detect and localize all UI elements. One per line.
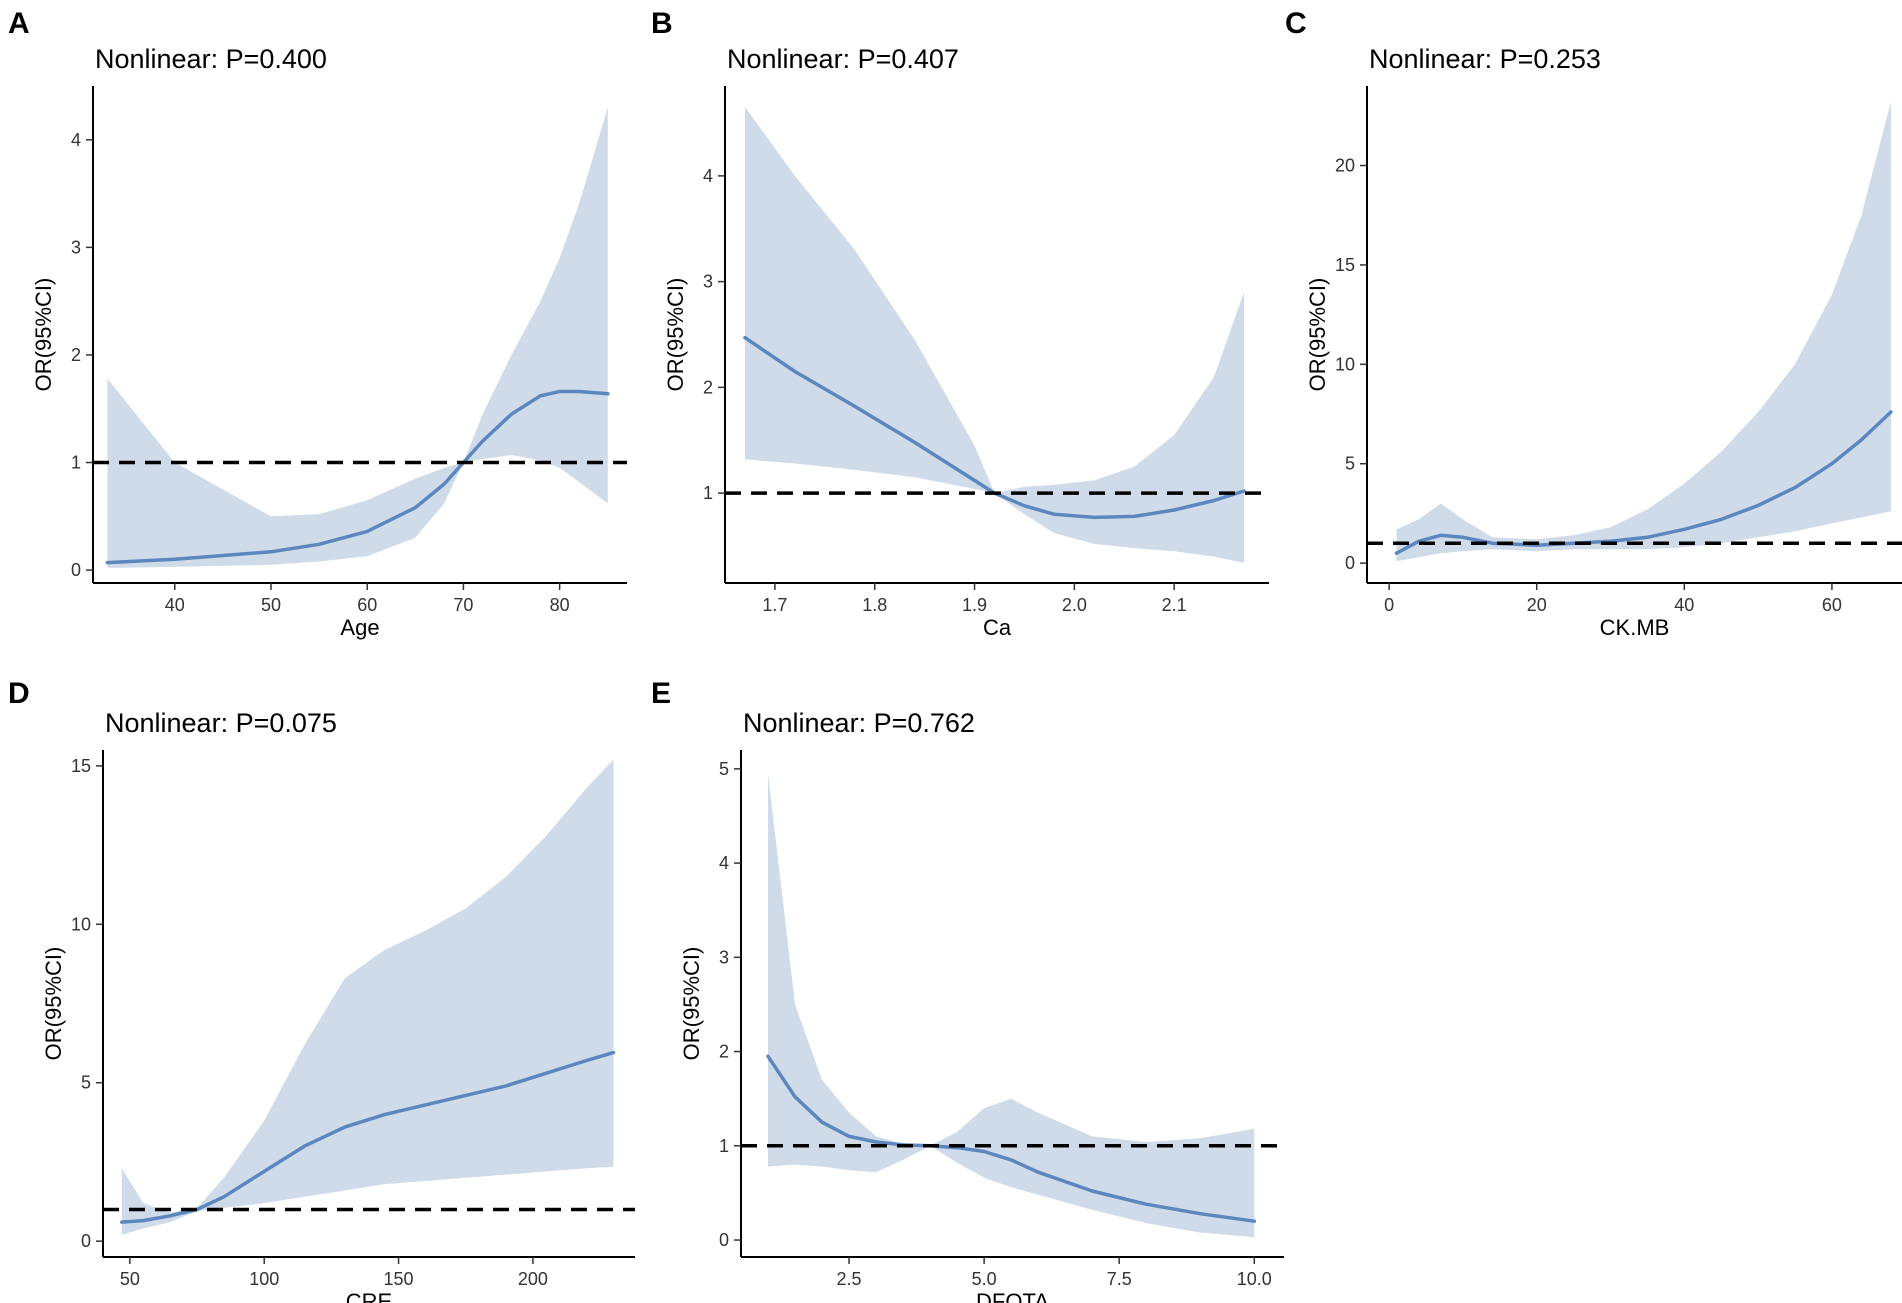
y-tick-label: 0	[81, 1231, 91, 1251]
y-tick-label: 1	[719, 1136, 729, 1156]
y-axis-label: OR(95%CI)	[41, 947, 66, 1061]
y-tick-label: 2	[71, 345, 81, 365]
x-axis-label: Age	[340, 615, 379, 640]
y-tick-label: 0	[719, 1230, 729, 1250]
x-tick-label: 200	[518, 1269, 548, 1289]
y-tick-label: 5	[719, 759, 729, 779]
y-tick-label: 4	[719, 853, 729, 873]
ci-band	[768, 773, 1255, 1238]
y-tick-label: 5	[1345, 454, 1355, 474]
x-tick-label: 70	[453, 595, 473, 615]
x-tick-label: 2.0	[1062, 595, 1087, 615]
y-tick-label: 0	[71, 560, 81, 580]
x-tick-label: 50	[261, 595, 281, 615]
panel-title: Nonlinear: P=0.400	[95, 44, 327, 74]
y-axis-label: OR(95%CI)	[31, 278, 56, 392]
y-tick-label: 2	[703, 377, 713, 397]
fit-line	[105, 389, 610, 565]
x-tick-label: 2.1	[1162, 595, 1187, 615]
y-tick-label: 10	[71, 914, 91, 934]
panel-c: C Nonlinear: P=0.253 0 20 40 60 0 5 10 15 20 CK.M…	[1285, 7, 1902, 640]
ci-band	[121, 759, 614, 1235]
x-axis-label: DFOTA	[976, 1289, 1049, 1303]
panel-e: E Nonlinear: P=0.762 2.5 5.0 7.5 10.0 0 1 2 3 4 5…	[651, 677, 1284, 1303]
x-tick-label: 1.8	[862, 595, 887, 615]
ci-band	[745, 107, 1244, 563]
fit-line	[1394, 410, 1893, 555]
panel-letter: C	[1285, 7, 1307, 40]
x-tick-label: 7.5	[1107, 1269, 1132, 1289]
y-tick-label: 4	[71, 130, 81, 150]
y-tick-label: 15	[1335, 255, 1355, 275]
panel-title: Nonlinear: P=0.407	[727, 44, 959, 74]
x-tick-label: 150	[384, 1269, 414, 1289]
y-tick-label: 3	[719, 947, 729, 967]
y-tick-label: 2	[719, 1042, 729, 1062]
panel-letter: A	[8, 7, 30, 40]
y-tick-label: 5	[81, 1073, 91, 1093]
x-tick-label: 1.7	[762, 595, 787, 615]
y-tick-label: 0	[1345, 553, 1355, 573]
y-tick-label: 10	[1335, 354, 1355, 374]
panel-letter: E	[651, 677, 671, 710]
y-axis-label: OR(95%CI)	[679, 947, 704, 1061]
panel-d: D Nonlinear: P=0.075 50 100 150 200 0 5 10 15 CR…	[8, 677, 635, 1303]
x-tick-label: 40	[1674, 595, 1694, 615]
fit-line	[120, 1050, 616, 1224]
x-tick-label: 5.0	[972, 1269, 997, 1289]
x-tick-label: 80	[550, 595, 570, 615]
y-tick-label: 4	[703, 166, 713, 186]
panel-b: B Nonlinear: P=0.407 1.7 1.8 1.9 2.0 2.1 1 2 3 4…	[651, 7, 1269, 640]
x-tick-label: 50	[120, 1269, 140, 1289]
fit-line	[766, 1054, 1257, 1223]
x-tick-label: 20	[1527, 595, 1547, 615]
y-tick-label: 20	[1335, 156, 1355, 176]
ci-band	[107, 107, 608, 568]
y-tick-label: 1	[71, 453, 81, 473]
fit-line	[743, 335, 1246, 520]
y-tick-label: 3	[703, 272, 713, 292]
x-tick-label: 40	[165, 595, 185, 615]
y-tick-label: 1	[703, 483, 713, 503]
y-axis-label: OR(95%CI)	[1305, 278, 1330, 392]
x-tick-label: 1.9	[962, 595, 987, 615]
panel-a: A Nonlinear: P=0.400 40 50 60 70 80 0 1 2 3 4 Age O…	[8, 7, 627, 640]
x-tick-label: 60	[357, 595, 377, 615]
x-tick-label: 60	[1822, 595, 1842, 615]
y-axis-label: OR(95%CI)	[663, 278, 688, 392]
ci-band	[1396, 101, 1891, 562]
x-tick-label: 10.0	[1237, 1269, 1272, 1289]
y-tick-label: 3	[71, 237, 81, 257]
x-tick-label: 0	[1384, 595, 1394, 615]
panel-title: Nonlinear: P=0.762	[743, 708, 975, 738]
panel-title: Nonlinear: P=0.253	[1369, 44, 1601, 74]
x-axis-label: Ca	[983, 615, 1012, 640]
x-axis-label: CK.MB	[1600, 615, 1670, 640]
y-tick-label: 15	[71, 756, 91, 776]
panel-letter: D	[8, 677, 30, 710]
panel-letter: B	[651, 7, 673, 40]
x-tick-label: 100	[249, 1269, 279, 1289]
x-axis-label: CRE	[346, 1289, 392, 1303]
panel-title: Nonlinear: P=0.075	[105, 708, 337, 738]
x-tick-label: 2.5	[837, 1269, 862, 1289]
